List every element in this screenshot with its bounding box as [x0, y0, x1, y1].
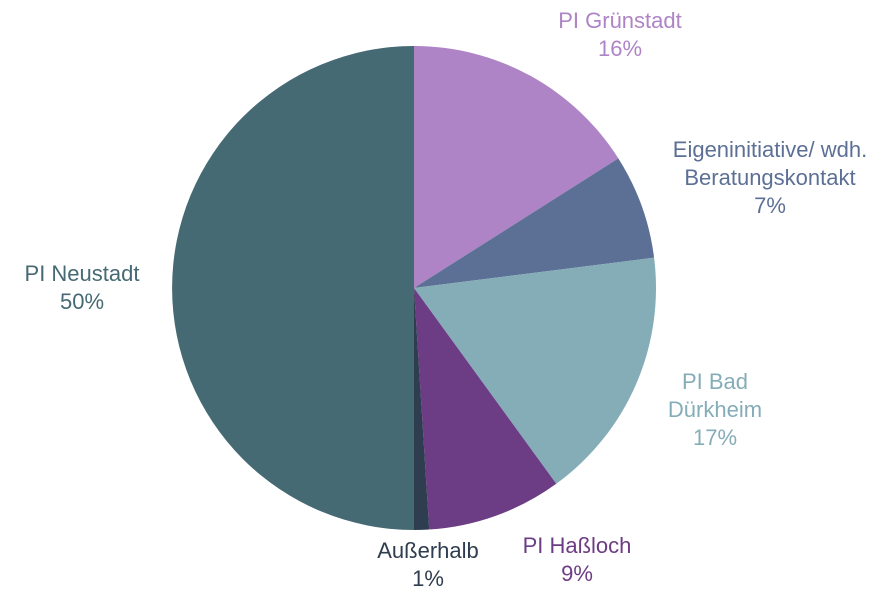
pie-slice: [414, 46, 619, 288]
pie-slice: [414, 288, 430, 530]
slice-label: PI Haßloch 9%: [477, 532, 677, 588]
value-label: 9%: [561, 561, 593, 586]
category-name: Eigeninitiative/ wdh. Beratungskontakt: [672, 137, 868, 190]
category-name: PI Haßloch: [522, 533, 632, 558]
value-label: 7%: [754, 193, 786, 218]
value-label: 50%: [59, 289, 105, 314]
slice-label: PI Neustadt 50%: [0, 260, 172, 316]
category-name: Außerhalb: [377, 538, 479, 563]
pie-slice: [414, 257, 656, 484]
slice-label: Eigeninitiative/ wdh. Beratungskontakt 7%: [663, 136, 878, 220]
category-name: PI Neustadt: [24, 261, 140, 286]
category-name: PI Bad Dürkheim: [667, 369, 763, 422]
slice-label: PI Grünstadt 16%: [520, 7, 720, 63]
pie-slice: [414, 288, 557, 530]
value-label: 16%: [597, 36, 643, 61]
value-label: 17%: [692, 425, 738, 450]
category-name: PI Grünstadt: [558, 8, 682, 33]
slice-label: Außerhalb 1%: [353, 537, 503, 593]
pie-slice: [172, 46, 414, 530]
pie-slice: [414, 158, 655, 288]
slice-label: PI Bad Dürkheim 17%: [650, 368, 780, 452]
value-label: 1%: [412, 566, 444, 591]
